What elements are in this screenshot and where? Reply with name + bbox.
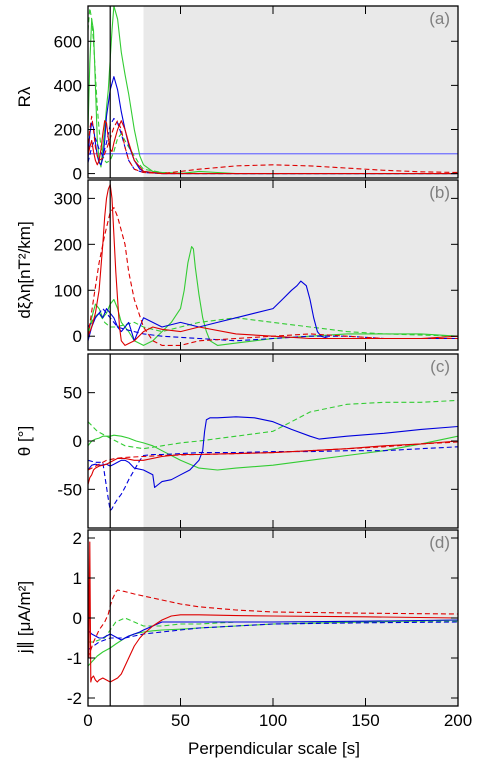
y-tick-label: 400 [54,76,82,95]
x-tick-label: 50 [171,711,190,730]
panel-a: 0 200 400 600 (a) Rλ [15,5,459,184]
x-tick-label: 150 [351,711,379,730]
series-line-blue-dashed [88,621,458,651]
y-tick-label: 0 [73,165,82,184]
series-line-blue-dashed [88,308,458,342]
y-tick-label: 200 [54,120,82,139]
series-line-red-dashed [88,207,458,346]
series-line-blue-solid [88,619,458,641]
series-line-blue-solid [88,416,458,488]
series-line-red-dashed [88,115,458,175]
panel-label: (b) [429,183,450,202]
panel-c: -50 0 50 (c) θ [°] [15,353,459,529]
series-line-red-dashed [88,589,458,659]
shaded-region [143,530,458,706]
series-line-blue-dashed [88,117,458,175]
y-tick-label: 0 [73,609,82,628]
y-axis-label: dξλη[nT²/km] [15,221,34,318]
series-line-green-solid [88,619,458,667]
x-axis-label: Perpendicular scale [s] [188,739,360,758]
shaded-region [143,6,458,178]
series-line-red-solid [88,120,458,175]
y-tick-label: 200 [54,235,82,254]
y-tick-label: -50 [57,480,82,499]
series-line-red-solid [88,537,458,683]
panel-label: (d) [429,533,450,552]
y-tick-label: 0 [73,432,82,451]
x-tick-label: 0 [83,711,92,730]
y-tick-label: 1 [73,569,82,588]
y-tick-label: -2 [67,689,82,708]
panel-label: (c) [430,357,450,376]
y-tick-label: 300 [54,189,82,208]
series-group [88,537,458,683]
series-line-red-solid [88,184,458,346]
series-line-green-solid [88,246,458,346]
series-line-green-dashed [88,7,458,175]
y-axis-label: j∥ [μA/m²] [15,581,34,654]
y-axis-label: Rλ [15,86,34,107]
shaded-region [143,354,458,528]
series-group [88,6,458,175]
series-line-green-solid [88,434,458,471]
series-group [88,184,458,346]
series-line-red-solid [88,440,458,485]
x-tick-label: 100 [259,711,287,730]
y-tick-label: 600 [54,32,82,51]
y-tick-label: 100 [54,281,82,300]
panel-b: 0 100 200 300 (b) dξλη[nT²/km] [15,179,459,351]
y-tick-label: 50 [63,384,82,403]
x-tick-label: 200 [444,711,472,730]
y-tick-label: -1 [67,649,82,668]
y-tick-label: 2 [73,529,82,548]
y-tick-label: 0 [73,327,82,346]
panel-d: -2 -1 0 1 2 (d) j∥ [μA/m²] [15,529,459,708]
shaded-region [143,180,458,350]
panel-label: (a) [429,9,450,28]
y-axis-label: θ [°] [15,426,34,456]
series-line-green-dashed [88,312,458,337]
